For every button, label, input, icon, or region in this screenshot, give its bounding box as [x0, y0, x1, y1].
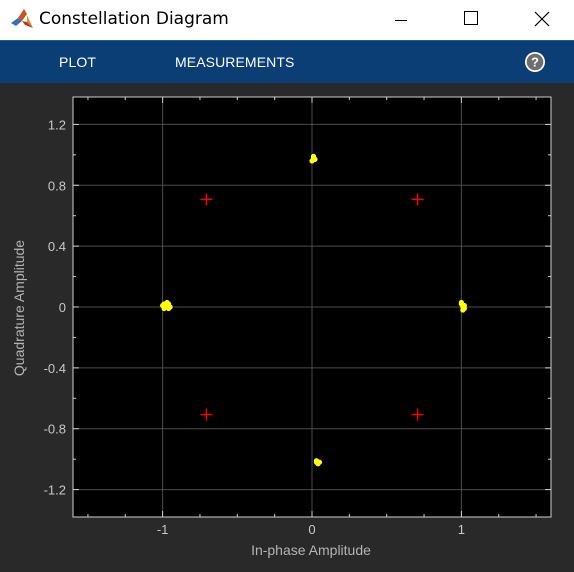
tab-plot[interactable]: PLOT: [59, 54, 96, 70]
maximize-icon: [464, 11, 478, 25]
x-tick-label: 0: [308, 522, 315, 537]
y-tick-label: 0.8: [48, 178, 66, 193]
svg-text:?: ?: [531, 55, 539, 70]
received-symbol-point: [460, 307, 466, 313]
tab-measurements[interactable]: MEASUREMENTS: [175, 54, 295, 70]
y-tick-label: 1.2: [48, 117, 66, 132]
help-icon[interactable]: ?: [524, 51, 546, 73]
title-bar: Constellation Diagram: [0, 0, 574, 40]
window-title: Constellation Diagram: [39, 9, 229, 29]
plot-area: -1 0 1 1.2 0.8 0.4 0 -0.4 -0.8 -1.2 In-phase Ampli…: [0, 83, 574, 572]
x-tick-label: 1: [458, 522, 465, 537]
y-axis-label: Quadrature Amplitude: [11, 240, 27, 376]
received-symbol-point: [461, 302, 467, 309]
received-symbol-point: [161, 305, 167, 312]
maximize-button[interactable]: [447, 0, 493, 40]
minimize-icon: [395, 20, 407, 21]
y-tick-label: 0: [59, 300, 66, 315]
y-tick-label: -0.8: [44, 422, 66, 437]
y-tick-label: -0.4: [44, 361, 66, 376]
matlab-logo-icon: [11, 9, 33, 28]
close-button[interactable]: [519, 0, 565, 40]
x-axis-label: In-phase Amplitude: [251, 542, 371, 558]
received-symbol-point: [311, 156, 317, 162]
minimize-button[interactable]: [378, 0, 424, 40]
y-tick-label: 0.4: [48, 239, 66, 254]
received-symbol-point: [166, 301, 172, 307]
y-tick-label: -1.2: [44, 483, 66, 498]
toolstrip: PLOT MEASUREMENTS ?: [0, 40, 574, 83]
constellation-plot[interactable]: -1 0 1 1.2 0.8 0.4 0 -0.4 -0.8 -1.2 In-phase Ampli…: [0, 83, 574, 572]
close-icon: [534, 11, 550, 27]
x-tick-label: -1: [157, 522, 169, 537]
received-symbol-point: [315, 459, 321, 465]
